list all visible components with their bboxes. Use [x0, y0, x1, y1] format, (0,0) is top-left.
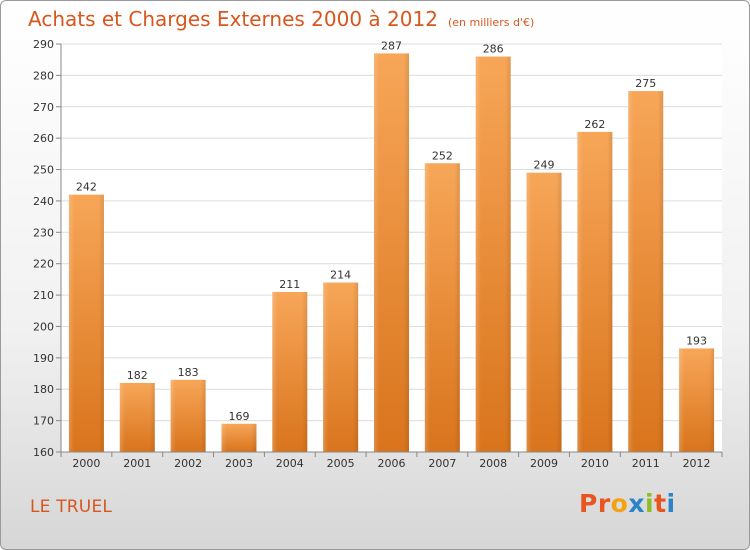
- x-tick-label: 2007: [428, 457, 456, 470]
- logo-letter: t: [654, 489, 667, 518]
- chart-title: Achats et Charges Externes 2000 à 2012 (e…: [28, 7, 534, 31]
- data-label: 193: [686, 334, 707, 347]
- x-tick-label: 2010: [581, 457, 609, 470]
- y-tick-label: 270: [33, 101, 54, 114]
- logo-letter: r: [597, 489, 611, 518]
- x-tick-label: 2006: [378, 457, 406, 470]
- commune-name: LE TRUEL: [30, 497, 113, 517]
- logo-letter: i: [666, 489, 676, 518]
- y-tick-label: 190: [33, 352, 54, 365]
- data-label: 275: [635, 77, 656, 90]
- data-label: 262: [584, 118, 605, 131]
- y-tick-label: 200: [33, 320, 54, 333]
- data-label: 242: [76, 181, 97, 194]
- y-tick-label: 210: [33, 289, 54, 302]
- bar-shade: [119, 382, 155, 452]
- bar-shade: [68, 194, 104, 452]
- bar-shade: [679, 348, 715, 452]
- x-tick-label: 2002: [174, 457, 202, 470]
- bar-shade: [577, 131, 613, 452]
- data-label: 286: [483, 43, 504, 56]
- y-tick-label: 290: [33, 38, 54, 51]
- x-tick-label: 2000: [72, 457, 100, 470]
- y-tick-label: 180: [33, 383, 54, 396]
- y-tick-label: 280: [33, 69, 54, 82]
- data-label: 211: [279, 278, 300, 291]
- bar-shade: [475, 56, 511, 453]
- chart-title-text: Achats et Charges Externes 2000 à 2012: [28, 7, 438, 31]
- x-tick-label: 2001: [123, 457, 151, 470]
- bars: 242 182 183 169 211 214 287 252 286 249 262 275 193: [68, 39, 715, 453]
- logo-letter: o: [610, 489, 629, 518]
- logo-letter: x: [628, 489, 645, 518]
- bar-shade: [628, 91, 664, 453]
- x-tick-label: 2011: [632, 457, 660, 470]
- x-tick-label: 2012: [683, 457, 711, 470]
- y-tick-label: 240: [33, 195, 54, 208]
- bar-shade: [526, 172, 562, 452]
- proxiti-logo: Proxiti: [579, 489, 676, 518]
- bar-shade: [221, 423, 257, 452]
- y-tick-label: 170: [33, 415, 54, 428]
- data-label: 252: [432, 149, 453, 162]
- axes: 160 170 180 190 200 210 220 230 240 250 260 270 280 2…: [33, 38, 723, 470]
- data-label: 169: [228, 410, 249, 423]
- x-tick-label: 2004: [276, 457, 304, 470]
- bar-shade: [272, 291, 308, 452]
- x-tick-label: 2008: [479, 457, 507, 470]
- logo-letter: i: [645, 489, 655, 518]
- data-label: 287: [381, 39, 402, 52]
- data-label: 183: [178, 366, 199, 379]
- bar-shade: [424, 163, 460, 452]
- logo-letter: P: [579, 489, 598, 518]
- bar-shade: [374, 53, 409, 453]
- data-label: 249: [534, 159, 555, 172]
- chart-subtitle: (en milliers d'€): [447, 16, 535, 29]
- x-tick-label: 2003: [225, 457, 253, 470]
- x-tick-label: 2009: [530, 457, 558, 470]
- bar-shade: [323, 282, 359, 452]
- y-tick-label: 250: [33, 164, 54, 177]
- bar-shade: [170, 379, 206, 452]
- y-tick-label: 160: [33, 446, 54, 459]
- y-tick-label: 220: [33, 258, 54, 271]
- y-tick-label: 260: [33, 132, 54, 145]
- x-tick-label: 2005: [327, 457, 355, 470]
- y-tick-label: 230: [33, 226, 54, 239]
- data-label: 182: [127, 369, 148, 382]
- data-label: 214: [330, 269, 351, 282]
